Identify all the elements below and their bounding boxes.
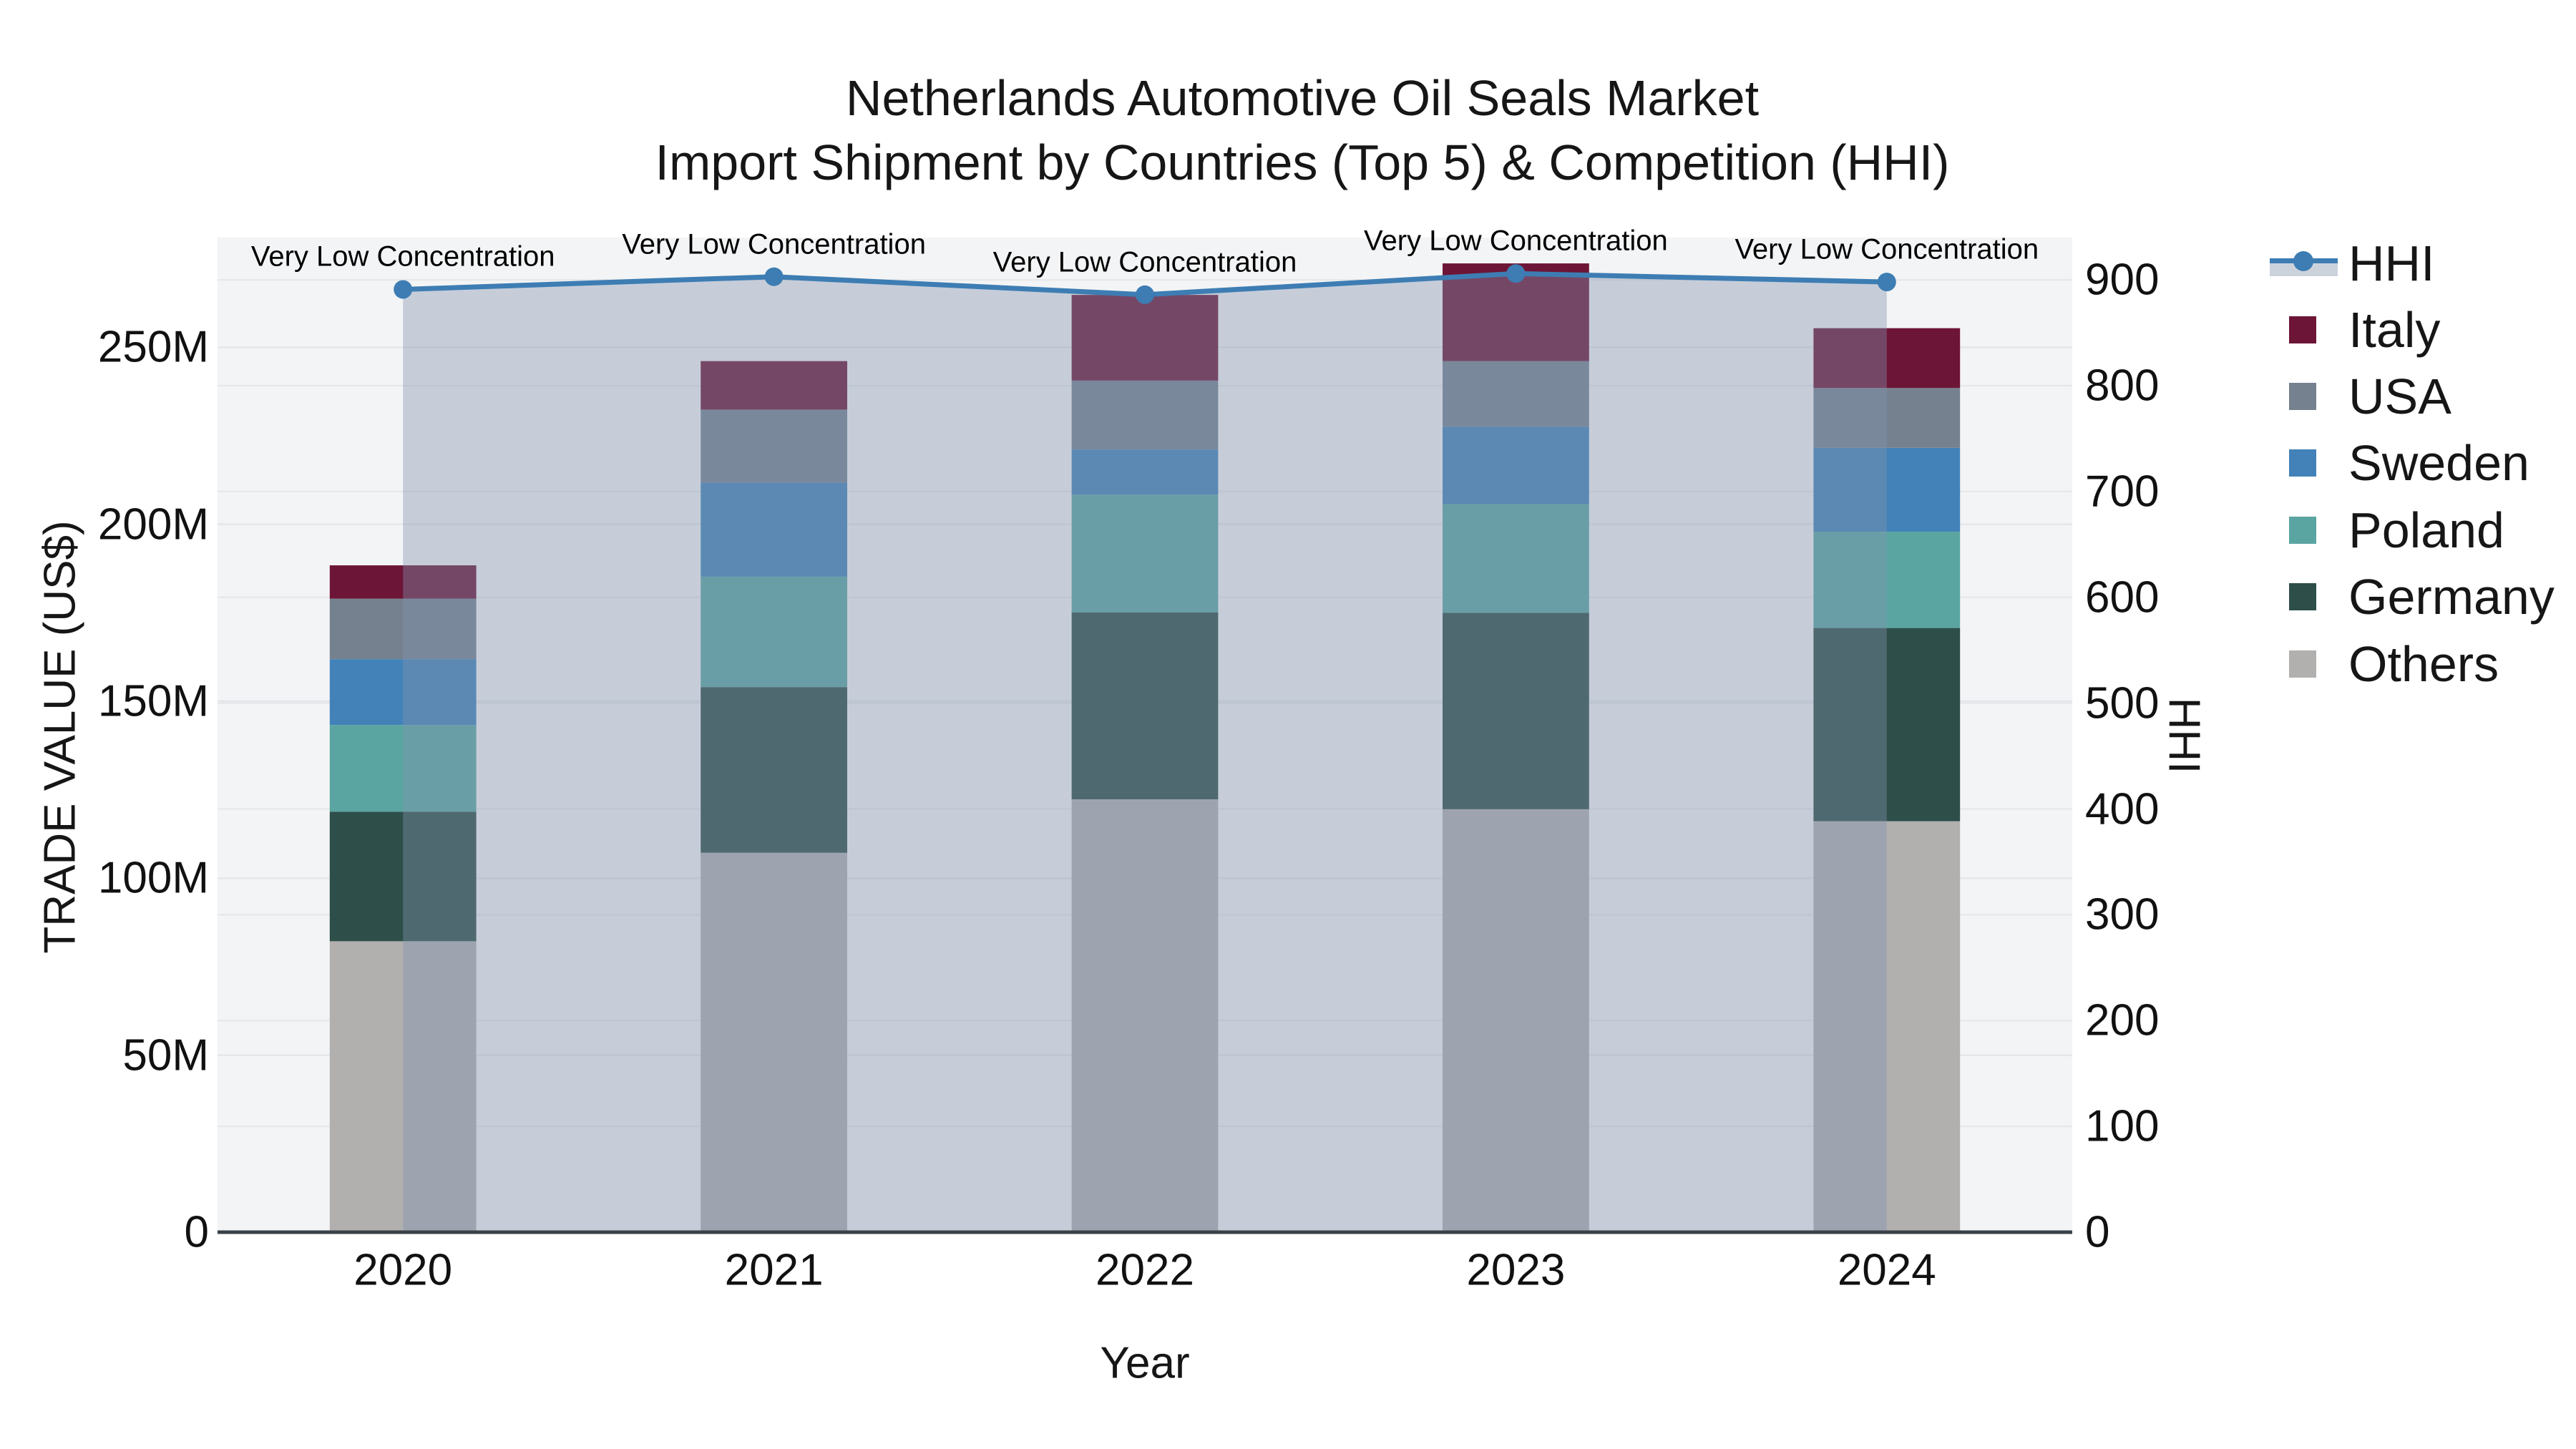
hhi-marker-2020[interactable] — [394, 280, 413, 299]
y-tick-right-800: 800 — [2085, 361, 2160, 411]
chart-title-line2: Import Shipment by Countries (Top 5) & C… — [655, 135, 1950, 190]
bar-segment-2023-sweden[interactable] — [1443, 426, 1589, 504]
bar-segment-2020-germany[interactable] — [329, 811, 477, 942]
bar-segment-2020-italy[interactable] — [329, 565, 477, 599]
chart-title: Netherlands Automotive Oil Seals Market … — [655, 66, 1950, 195]
y-tick-right-900: 900 — [2085, 255, 2160, 305]
y-tick-right-600: 600 — [2085, 572, 2160, 623]
bar-segment-2021-others[interactable] — [701, 852, 847, 1232]
bar-segment-2024-others[interactable] — [1813, 821, 1961, 1232]
y-tick-right-200: 200 — [2085, 995, 2160, 1045]
bar-segment-2024-italy[interactable] — [1813, 328, 1961, 389]
hhi-marker-2022[interactable] — [1136, 285, 1154, 304]
legend-swatch-sweden — [2289, 449, 2316, 477]
legend-swatch-poland — [2289, 517, 2316, 544]
y-tick-right-0: 0 — [2085, 1207, 2110, 1257]
bar-segment-2021-germany[interactable] — [701, 687, 847, 853]
y-tick-right-400: 400 — [2085, 784, 2160, 834]
y-tick-left-250M: 250M — [97, 322, 209, 372]
y-tick-right-300: 300 — [2085, 889, 2160, 940]
bar-segment-2024-poland[interactable] — [1813, 532, 1961, 628]
legend-hhi-line-sample — [2270, 249, 2338, 278]
legend-label-poland: Poland — [2348, 502, 2504, 558]
bar-segment-2022-germany[interactable] — [1071, 612, 1219, 800]
bar-segment-2020-sweden[interactable] — [329, 659, 477, 726]
y-tick-right-700: 700 — [2085, 467, 2160, 517]
x-tick-2021: 2021 — [724, 1245, 824, 1295]
legend-item-poland[interactable]: Poland — [2270, 502, 2504, 558]
hhi-area-fill — [403, 273, 1887, 1232]
bar-segment-2024-germany[interactable] — [1813, 628, 1961, 821]
bar-segment-2023-others[interactable] — [1443, 809, 1589, 1232]
annotation-2021: Very Low Concentration — [622, 228, 926, 260]
legend-item-usa[interactable]: USA — [2270, 369, 2451, 424]
hhi-marker-2023[interactable] — [1506, 264, 1526, 283]
bar-segment-2022-poland[interactable] — [1071, 494, 1219, 613]
annotation-2023: Very Low Concentration — [1364, 225, 1668, 257]
legend-swatch-others — [2289, 650, 2316, 678]
legend-item-others[interactable]: Others — [2270, 636, 2499, 692]
legend-label-sweden: Sweden — [2348, 435, 2529, 491]
bar-segment-2021-sweden[interactable] — [701, 482, 847, 577]
legend-label-italy: Italy — [2348, 302, 2441, 358]
y-tick-left-150M: 150M — [97, 676, 209, 726]
hhi-marker-2024[interactable] — [1877, 273, 1896, 292]
legend-swatch-italy — [2289, 316, 2316, 343]
x-tick-2024: 2024 — [1837, 1245, 1936, 1295]
x-tick-2020: 2020 — [353, 1245, 453, 1295]
bar-segment-2020-usa[interactable] — [329, 598, 477, 660]
legend-swatch-usa — [2289, 383, 2316, 410]
bar-segment-2020-poland[interactable] — [329, 725, 477, 812]
bar-segment-2023-germany[interactable] — [1443, 613, 1589, 809]
y-axis-title-right: HHI — [2159, 697, 2209, 774]
legend-label-usa: USA — [2348, 369, 2451, 424]
bar-segment-2020-others[interactable] — [329, 941, 477, 1232]
bar-segment-2023-usa[interactable] — [1443, 361, 1589, 427]
legend-label-hhi: HHI — [2348, 235, 2435, 291]
y-tick-right-500: 500 — [2085, 678, 2160, 728]
y-tick-left-200M: 200M — [97, 499, 209, 550]
legend-item-sweden[interactable]: Sweden — [2270, 435, 2529, 491]
x-tick-2023: 2023 — [1466, 1245, 1566, 1295]
legend-item-hhi[interactable]: HHI — [2270, 235, 2435, 291]
bar-segment-2021-poland[interactable] — [701, 576, 847, 688]
annotation-2020: Very Low Concentration — [250, 240, 555, 273]
y-tick-left-100M: 100M — [97, 853, 209, 903]
hhi-marker-2021[interactable] — [764, 267, 784, 286]
legend-hhi-dot — [2293, 251, 2313, 271]
bar-segment-2022-others[interactable] — [1071, 799, 1219, 1232]
bar-segment-2024-usa[interactable] — [1813, 388, 1961, 448]
x-tick-2022: 2022 — [1096, 1245, 1194, 1295]
bar-segment-2022-usa[interactable] — [1071, 380, 1219, 450]
legend-swatch-germany — [2289, 583, 2316, 610]
y-tick-left-50M: 50M — [122, 1030, 209, 1080]
bar-segment-2024-sweden[interactable] — [1813, 447, 1961, 532]
legend-label-germany: Germany — [2348, 569, 2555, 625]
annotation-2024: Very Low Concentration — [1735, 233, 2039, 265]
bar-segment-2021-usa[interactable] — [701, 409, 847, 483]
y-tick-left-0: 0 — [184, 1207, 209, 1257]
legend-item-germany[interactable]: Germany — [2270, 569, 2555, 625]
bar-segment-2021-italy[interactable] — [701, 361, 847, 410]
y-tick-right-100: 100 — [2085, 1101, 2160, 1151]
annotation-2022: Very Low Concentration — [992, 246, 1297, 278]
bar-segment-2022-sweden[interactable] — [1071, 449, 1219, 495]
chart-title-line1: Netherlands Automotive Oil Seals Market — [845, 70, 1760, 126]
bar-segment-2022-italy[interactable] — [1071, 295, 1219, 381]
legend-label-others: Others — [2348, 636, 2499, 692]
bar-segment-2023-poland[interactable] — [1443, 504, 1589, 613]
x-axis-title: Year — [1100, 1338, 1190, 1388]
legend-item-italy[interactable]: Italy — [2270, 302, 2441, 358]
